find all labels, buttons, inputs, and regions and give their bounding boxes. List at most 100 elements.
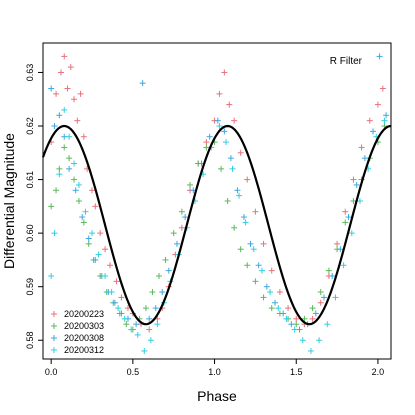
data-point (324, 321, 331, 328)
data-point (77, 90, 84, 97)
data-point (250, 246, 257, 253)
data-point (79, 214, 86, 221)
data-point (123, 321, 130, 328)
data-point (244, 176, 251, 183)
data-point (348, 230, 355, 237)
fit-curve (41, 124, 392, 326)
data-point (71, 96, 78, 103)
data-point (97, 230, 104, 237)
x-tick-label: 1.0 (208, 367, 221, 377)
data-point (173, 240, 180, 247)
data-point (102, 272, 109, 279)
data-point (146, 315, 153, 322)
data-point (56, 165, 63, 172)
data-point (66, 165, 73, 172)
data-point (74, 117, 81, 124)
legend-marker (51, 323, 57, 329)
y-tick-label: 0.60 (25, 224, 35, 242)
data-point (48, 85, 55, 92)
data-point (231, 117, 238, 124)
data-point (216, 90, 223, 97)
data-point (361, 155, 368, 162)
data-point (165, 267, 172, 274)
data-point (51, 123, 58, 130)
data-point (221, 69, 228, 76)
data-point (85, 235, 92, 242)
legend-label: 20200308 (64, 333, 104, 343)
data-point (280, 310, 287, 317)
data-point (312, 310, 319, 317)
data-point (376, 53, 383, 60)
legend-marker (51, 347, 57, 353)
data-point (224, 198, 231, 204)
legend-label: 20200312 (64, 345, 104, 355)
data-point (102, 246, 109, 253)
data-point (353, 181, 360, 188)
data-point (317, 299, 324, 306)
data-point (203, 139, 210, 146)
data-point (237, 149, 244, 156)
data-point (53, 187, 60, 194)
data-point (64, 85, 71, 92)
data-point (156, 272, 162, 279)
data-point (71, 160, 78, 167)
data-point (141, 347, 148, 354)
data-point (218, 165, 225, 172)
data-point (229, 165, 236, 172)
data-point (258, 267, 265, 274)
data-point (221, 128, 228, 135)
data-point (139, 80, 146, 87)
y-tick-label: 0.63 (25, 64, 35, 82)
plot-frame (42, 42, 392, 360)
data-point (383, 112, 390, 119)
data-point (66, 133, 73, 140)
data-point (162, 256, 169, 263)
legend-marker (51, 311, 57, 317)
data-point (275, 305, 282, 312)
data-point (227, 155, 234, 162)
data-point (61, 53, 68, 60)
data-point (71, 176, 78, 183)
data-point (142, 305, 149, 312)
legend-label: 20200303 (64, 321, 104, 331)
data-point (358, 144, 365, 151)
data-point (381, 117, 388, 124)
data-point (370, 128, 377, 135)
data-point (159, 289, 166, 296)
data-point (67, 64, 74, 71)
data-point (121, 315, 128, 322)
data-point (53, 90, 60, 97)
data-point (267, 289, 274, 296)
data-point (309, 305, 316, 312)
data-point (56, 112, 63, 119)
data-point (133, 321, 140, 328)
data-point (291, 326, 298, 333)
data-point (244, 262, 251, 269)
data-point (214, 117, 221, 124)
data-point (321, 294, 328, 301)
y-tick-label: 0.58 (25, 331, 35, 349)
data-point (342, 219, 349, 226)
data-point (111, 299, 118, 306)
data-point (75, 181, 82, 188)
data-point (374, 101, 381, 108)
data-point (66, 155, 73, 162)
data-point (222, 139, 229, 146)
data-point (206, 133, 213, 140)
data-point (61, 144, 68, 151)
data-point (247, 240, 254, 247)
y-tick-label: 0.62 (25, 117, 35, 135)
data-point (234, 187, 241, 194)
data-point (152, 305, 159, 312)
data-point (263, 283, 270, 290)
data-point (309, 315, 316, 322)
y-tick-label: 0.59 (25, 278, 35, 296)
data-point (226, 101, 233, 108)
data-point (80, 219, 87, 226)
x-tick-label: 1.5 (290, 367, 303, 377)
data-point (113, 278, 120, 285)
y-axis-title: Differential Magnitude (1, 133, 17, 269)
data-point (75, 198, 82, 204)
data-point (325, 267, 332, 274)
data-point (108, 289, 115, 296)
